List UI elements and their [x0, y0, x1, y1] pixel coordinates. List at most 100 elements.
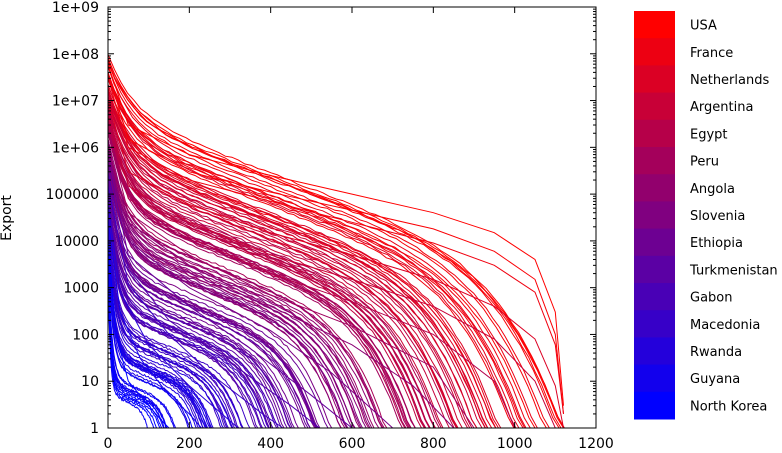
series-line: [107, 102, 463, 429]
y-tick-label: 10: [81, 374, 99, 390]
series-line: [107, 242, 194, 429]
series-line: [107, 173, 318, 429]
series-line: [107, 162, 342, 429]
series-line: [107, 75, 520, 429]
series-line-gabon: [107, 171, 320, 429]
x-tick-label: 0: [104, 436, 113, 452]
series-line: [107, 90, 493, 429]
x-tick-label: 800: [420, 436, 447, 452]
series-line: [107, 153, 361, 429]
legend-label: North Korea: [690, 399, 767, 414]
series-line: [107, 96, 478, 429]
legend-label: Angola: [690, 182, 735, 197]
series-line: [107, 129, 403, 429]
series-line: [107, 98, 469, 429]
series-line: [107, 140, 383, 429]
series-line-slovenia: [107, 138, 455, 429]
y-tick-label: 1e+09: [52, 0, 99, 16]
legend-label: Guyana: [690, 372, 740, 387]
series-line-egypt: [107, 114, 556, 429]
legend-label: Argentina: [690, 100, 753, 115]
legend-swatch: [634, 119, 675, 148]
x-tick-label: 400: [257, 436, 284, 452]
series-line: [107, 226, 225, 429]
series-line-north-korea: [107, 245, 170, 429]
series-line: [107, 146, 373, 429]
series-line-peru: [107, 124, 516, 429]
legend-swatch: [634, 255, 675, 284]
series-line: [107, 106, 459, 429]
series-line: [107, 109, 442, 429]
legend-swatch: [634, 283, 675, 311]
series-line-netherlands: [107, 78, 564, 414]
series-line-macedonia: [107, 185, 284, 429]
series-line: [107, 116, 430, 429]
series-line: [107, 116, 431, 429]
series-line: [107, 173, 321, 429]
series-line: [107, 269, 149, 429]
legend-swatch: [634, 65, 675, 94]
series-line: [107, 258, 165, 429]
series-line: [107, 220, 234, 429]
series-line: [107, 213, 244, 429]
series-line: [107, 232, 211, 429]
series-line-rwanda: [107, 204, 239, 429]
series-line: [107, 91, 483, 429]
x-tick-label: 1200: [578, 436, 614, 452]
legend-label: Gabon: [690, 291, 733, 306]
y-tick-label: 1000: [63, 281, 99, 297]
series-line: [107, 177, 311, 429]
legend-swatch: [634, 11, 675, 39]
legend: USA France Netherlands Argentina Egypt Peru An…: [634, 11, 778, 420]
legend-swatch: [634, 391, 675, 420]
series-line: [107, 154, 356, 429]
plot-lines: [107, 54, 565, 429]
series-line: [107, 141, 380, 429]
series-line: [107, 206, 259, 429]
series-line: [107, 96, 471, 429]
series-line: [107, 252, 177, 429]
series-line: [107, 145, 375, 429]
series-line: [107, 146, 371, 429]
series-line: [107, 236, 207, 429]
y-axis-title: Export: [0, 195, 15, 241]
legend-label: Slovenia: [690, 209, 745, 224]
legend-label: Macedonia: [690, 318, 760, 333]
x-tick-label: 600: [339, 436, 366, 452]
series-line: [107, 90, 489, 429]
series-line: [107, 123, 422, 429]
series-line: [107, 72, 531, 429]
y-axis: 1 10 100 1000 10000 100000 1e+06 1e+07 1e+08 1e+0…: [46, 0, 596, 437]
series-line: [107, 57, 562, 429]
legend-swatch: [634, 201, 675, 230]
y-tick-label: 1e+08: [52, 47, 99, 63]
series-line: [107, 188, 293, 429]
legend-label: Turkmenistan: [689, 263, 778, 278]
legend-label: Peru: [690, 155, 719, 170]
series-line: [107, 211, 251, 429]
series-line: [107, 175, 319, 429]
legend-label: Rwanda: [690, 345, 742, 360]
series-line: [107, 84, 515, 429]
series-line: [107, 127, 407, 429]
series-line: [107, 121, 416, 429]
series-line: [107, 88, 497, 429]
series-line: [107, 264, 158, 429]
legend-swatch: [634, 174, 675, 202]
legend-label: France: [690, 46, 733, 61]
legend-swatch: [634, 228, 675, 257]
series-line: [107, 106, 457, 429]
y-tick-label: 100: [72, 327, 99, 343]
series-line: [107, 78, 524, 429]
series-line: [107, 76, 517, 429]
y-tick-label: 100000: [46, 187, 99, 203]
series-line: [107, 54, 565, 429]
legend-label: Netherlands: [690, 73, 769, 88]
series-line: [107, 139, 385, 429]
series-line-france: [107, 72, 564, 414]
legend-swatch: [634, 337, 675, 366]
series-line: [107, 158, 348, 429]
series-line: [107, 139, 388, 429]
series-line: [107, 119, 427, 429]
